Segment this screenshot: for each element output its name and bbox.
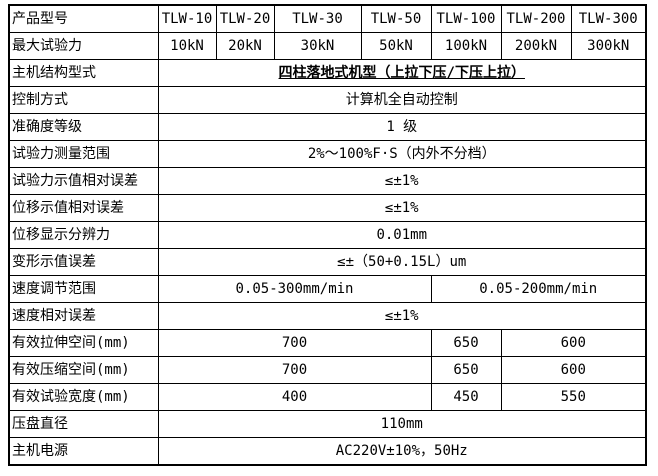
table-row: 主机结构型式 四柱落地式机型（上拉下压/下压上拉） xyxy=(8,59,647,87)
spec-value-cell: 200kN xyxy=(500,32,572,60)
row-label: 有效试验宽度(mm) xyxy=(8,383,159,411)
table-row: 控制方式 计算机全自动控制 xyxy=(8,86,647,114)
table-row: 速度调节范围 0.05-300mm/min 0.05-200mm/min xyxy=(8,275,647,303)
spec-value-cell: 550 xyxy=(500,383,647,411)
table-row: 准确度等级 1 级 xyxy=(8,113,647,141)
spec-value-cell: 300kN xyxy=(570,32,647,60)
row-label: 主机电源 xyxy=(8,437,159,466)
model-header-cell: TLW-100 xyxy=(430,4,502,33)
spec-value-cell: ≤±1% xyxy=(157,167,647,195)
table-row: 压盘直径 110mm xyxy=(8,410,647,438)
table-row: 有效压缩空间(mm) 700 650 600 xyxy=(8,356,647,384)
row-label: 试验力示值相对误差 xyxy=(8,167,159,195)
spec-value-cell: 1 级 xyxy=(157,113,647,141)
table-row: 产品型号 TLW-10 TLW-20 TLW-30 TLW-50 TLW-100 TLW-2… xyxy=(8,4,647,33)
row-label: 位移显示分辨力 xyxy=(8,221,159,249)
spec-value-cell: 50kN xyxy=(360,32,432,60)
spec-value-cell: 0.01mm xyxy=(157,221,647,249)
row-label: 准确度等级 xyxy=(8,113,159,141)
spec-value-cell: AC220V±10%，50Hz xyxy=(157,437,647,466)
spec-value-cell: 700 xyxy=(157,329,432,357)
row-label: 主机结构型式 xyxy=(8,59,159,87)
table-row: 变形示值误差 ≤±（50+0.15L）um xyxy=(8,248,647,276)
spec-value-cell: 10kN xyxy=(157,32,217,60)
row-label: 最大试验力 xyxy=(8,32,159,60)
spec-value-cell: 650 xyxy=(430,356,502,384)
product-spec-table: 产品型号 TLW-10 TLW-20 TLW-30 TLW-50 TLW-100 TLW-2… xyxy=(8,4,647,466)
spec-value-cell: 110mm xyxy=(157,410,647,438)
spec-value-cell: ≤±1% xyxy=(157,302,647,330)
row-label: 试验力测量范围 xyxy=(8,140,159,168)
spec-value-cell: 20kN xyxy=(215,32,275,60)
row-label: 压盘直径 xyxy=(8,410,159,438)
model-header-cell: TLW-10 xyxy=(157,4,217,33)
table-row: 试验力示值相对误差 ≤±1% xyxy=(8,167,647,195)
row-label: 变形示值误差 xyxy=(8,248,159,276)
spec-value-cell: 计算机全自动控制 xyxy=(157,86,647,114)
model-header-cell: TLW-300 xyxy=(570,4,647,33)
model-header-cell: TLW-30 xyxy=(273,4,362,33)
spec-value-cell: 450 xyxy=(430,383,502,411)
row-label: 控制方式 xyxy=(8,86,159,114)
spec-value-cell: 2%～100%F·S（内外不分档） xyxy=(157,140,647,168)
model-header-cell: TLW-200 xyxy=(500,4,572,33)
spec-value-cell: ≤±（50+0.15L）um xyxy=(157,248,647,276)
spec-value-cell: 600 xyxy=(500,329,647,357)
spec-value-cell: 0.05-300mm/min xyxy=(157,275,432,303)
spec-value-cell: ≤±1% xyxy=(157,194,647,222)
spec-value-cell: 30kN xyxy=(273,32,362,60)
spec-value-cell: 四柱落地式机型（上拉下压/下压上拉） xyxy=(157,59,647,87)
table-row: 最大试验力 10kN 20kN 30kN 50kN 100kN 200kN 300kN xyxy=(8,32,647,60)
spec-value-cell: 700 xyxy=(157,356,432,384)
table-row: 主机电源 AC220V±10%，50Hz xyxy=(8,437,647,466)
row-label: 速度相对误差 xyxy=(8,302,159,330)
row-label: 有效拉伸空间(mm) xyxy=(8,329,159,357)
row-label: 有效压缩空间(mm) xyxy=(8,356,159,384)
table-row: 有效拉伸空间(mm) 700 650 600 xyxy=(8,329,647,357)
spec-value-cell: 0.05-200mm/min xyxy=(430,275,647,303)
row-label: 产品型号 xyxy=(8,4,159,33)
row-label: 位移示值相对误差 xyxy=(8,194,159,222)
model-header-cell: TLW-50 xyxy=(360,4,432,33)
table-row: 位移显示分辨力 0.01mm xyxy=(8,221,647,249)
spec-value-cell: 650 xyxy=(430,329,502,357)
table-row: 速度相对误差 ≤±1% xyxy=(8,302,647,330)
spec-value-cell: 400 xyxy=(157,383,432,411)
row-label: 速度调节范围 xyxy=(8,275,159,303)
spec-table-body: 产品型号 TLW-10 TLW-20 TLW-30 TLW-50 TLW-100 TLW-2… xyxy=(8,4,647,466)
table-row: 位移示值相对误差 ≤±1% xyxy=(8,194,647,222)
spec-value-cell: 600 xyxy=(500,356,647,384)
spec-value-cell: 100kN xyxy=(430,32,502,60)
table-row: 试验力测量范围 2%～100%F·S（内外不分档） xyxy=(8,140,647,168)
model-header-cell: TLW-20 xyxy=(215,4,275,33)
table-row: 有效试验宽度(mm) 400 450 550 xyxy=(8,383,647,411)
